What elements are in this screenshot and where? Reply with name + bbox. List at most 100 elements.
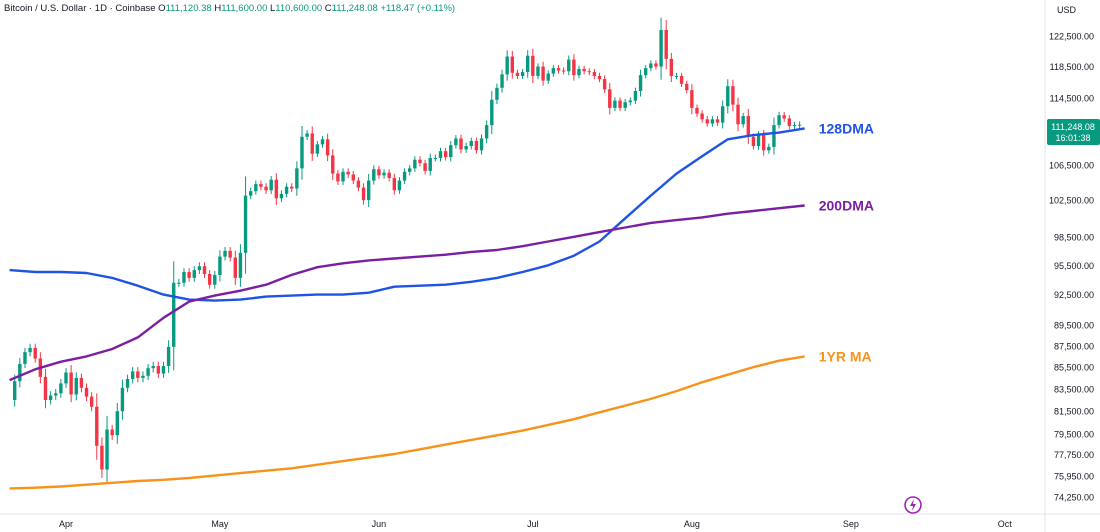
low-value: 110,600.00 (275, 3, 323, 14)
candle (89, 392, 94, 412)
candle (510, 50, 515, 79)
candle (84, 383, 89, 402)
candle (500, 69, 504, 93)
candle (325, 133, 330, 162)
candle (710, 116, 715, 127)
symbol-title[interactable]: Bitcoin / U.S. Dollar · 1D · Coinbase (4, 3, 156, 14)
candle (95, 393, 99, 460)
candle (233, 250, 237, 286)
y-tick-label: 75,950.00 (1054, 472, 1094, 482)
candle (736, 97, 740, 132)
y-tick-label: 98,500.00 (1054, 232, 1094, 242)
candle (254, 180, 258, 195)
candle (238, 244, 243, 287)
candle (377, 165, 381, 179)
candle (295, 161, 299, 196)
y-tick-label: 118,500.00 (1050, 62, 1094, 72)
candle (279, 190, 284, 202)
currency-label[interactable]: USD (1057, 5, 1077, 15)
candle (464, 142, 468, 153)
candle (223, 247, 227, 261)
candle (59, 379, 63, 398)
candle (449, 141, 453, 162)
candle (413, 156, 417, 172)
candle (561, 67, 566, 75)
time-axis[interactable]: Apr May Jun Jul Aug Sep Oct (59, 519, 1012, 529)
candle (787, 115, 792, 130)
candle (428, 153, 432, 176)
y-tick-label: 106,500.00 (1049, 160, 1094, 170)
candle (479, 134, 484, 155)
candle (433, 154, 438, 162)
ma-line-2 (9, 204, 805, 382)
candle (361, 183, 366, 205)
candle (792, 121, 797, 130)
candle (520, 68, 525, 80)
close-value: 111,248.08 (331, 3, 378, 14)
candle (74, 372, 78, 401)
y-tick-label: 83,500.00 (1054, 384, 1094, 394)
price-tag-price: 111,248.08 (1051, 122, 1095, 132)
high-label: H (214, 3, 222, 14)
candle (351, 170, 355, 185)
price-axis[interactable]: 122,500.00118,500.00114,500.00110,500.00… (1049, 32, 1094, 503)
candle (715, 116, 720, 126)
open-label: O (158, 3, 166, 14)
candle (315, 140, 320, 158)
candle (438, 147, 443, 162)
candle (505, 50, 509, 81)
replay-icon[interactable] (904, 496, 922, 514)
candle (643, 65, 648, 79)
candle (587, 68, 591, 76)
candle (259, 180, 263, 191)
ma-line-3 (9, 355, 805, 490)
candle (515, 69, 520, 80)
candle (48, 391, 53, 405)
candle (443, 147, 448, 161)
candle (69, 364, 73, 403)
y-tick-label: 102,500.00 (1049, 196, 1094, 206)
candle (556, 65, 561, 74)
candle (228, 247, 232, 262)
candle (613, 97, 617, 112)
candle (767, 143, 771, 154)
ma-label: 1YR MA (819, 348, 872, 364)
candle (572, 54, 576, 81)
candle (100, 437, 104, 478)
candle (33, 343, 37, 363)
low-label: L (270, 3, 276, 14)
candle (54, 388, 58, 400)
candle (654, 60, 658, 70)
ohlc-legend: Bitcoin / U.S. Dollar · 1D · Coinbase O 1… (4, 3, 455, 14)
candle (207, 270, 212, 289)
candle (110, 424, 114, 440)
candle (187, 268, 191, 282)
ma-label: 128DMA (819, 120, 874, 136)
candle (582, 65, 586, 75)
candle (146, 363, 150, 381)
candle (151, 361, 155, 373)
candle (166, 340, 171, 373)
candle (172, 261, 176, 371)
candle (695, 104, 699, 117)
candle (177, 278, 181, 287)
x-tick-label: Aug (684, 519, 700, 529)
candle (130, 367, 135, 384)
candle (623, 98, 627, 112)
candle (423, 159, 427, 175)
candle (331, 149, 335, 180)
price-tag-countdown: 16:01:38 (1055, 133, 1090, 143)
y-tick-label: 79,500.00 (1054, 430, 1094, 440)
candle (136, 367, 140, 383)
candle (346, 168, 350, 178)
candle (125, 374, 130, 393)
candle (659, 17, 663, 80)
x-tick-label: May (211, 519, 229, 529)
candle (372, 165, 376, 185)
candle (305, 130, 309, 141)
candle (274, 173, 279, 205)
candle (43, 368, 48, 409)
y-tick-label: 92,500.00 (1054, 290, 1094, 300)
